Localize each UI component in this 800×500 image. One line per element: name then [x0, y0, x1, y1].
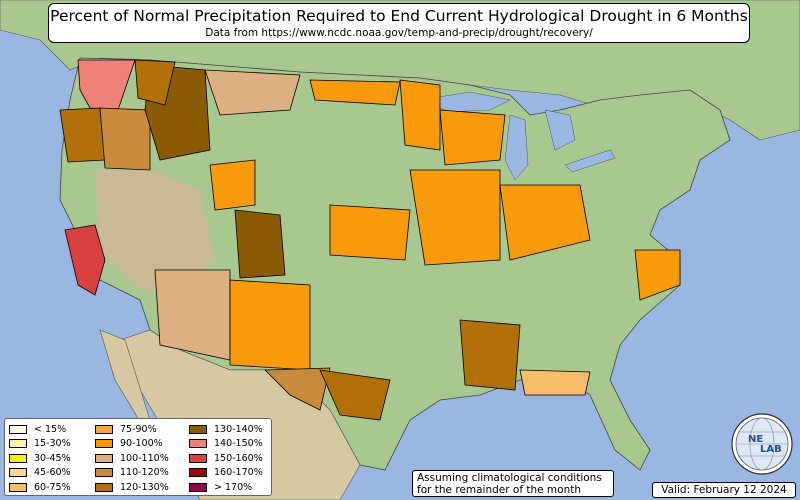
- legend-item: 90-100%: [95, 437, 169, 452]
- legend-label: 100-110%: [120, 452, 169, 464]
- region-gulf-coast: [519, 369, 591, 396]
- legend-label: 90-100%: [120, 438, 163, 450]
- legend-swatch: [189, 453, 207, 463]
- legend-swatch: [9, 468, 27, 478]
- region-nebraska-kansas: [329, 204, 411, 261]
- legend-item: < 15%: [9, 422, 71, 437]
- region-wisconsin: [439, 109, 506, 166]
- region-texas-west: [264, 367, 331, 411]
- legend-item: 30-45%: [9, 451, 71, 466]
- region-montana-west: [134, 59, 176, 106]
- legend-label: 140-150%: [214, 438, 263, 450]
- lake-huron: [544, 109, 576, 151]
- assumption-note-line-2: for the remainder of the month: [417, 484, 582, 496]
- legend-item: 100-110%: [95, 451, 169, 466]
- map-subtitle: Data from https://www.ncdc.noaa.gov/temp…: [205, 27, 593, 39]
- legend-item: 60-75%: [9, 480, 71, 495]
- legend-item: 45-60%: [9, 466, 71, 481]
- legend-item: 130-140%: [189, 422, 263, 437]
- legend-swatch: [189, 468, 207, 478]
- legend-item: 150-160%: [189, 451, 263, 466]
- region-oregon-central: [99, 107, 151, 171]
- legend-label: 30-45%: [34, 452, 71, 464]
- legend-label: 60-75%: [34, 481, 71, 493]
- legend-swatch: [95, 482, 113, 492]
- legend-column-1: < 15% 15-30% 30-45% 45-60% 60-75%: [9, 422, 71, 495]
- legend-swatch: [189, 439, 207, 449]
- legend-swatch: [189, 482, 207, 492]
- region-lower-mississippi: [459, 319, 521, 391]
- legend-swatch: [95, 453, 113, 463]
- legend-label: 15-30%: [34, 438, 71, 450]
- region-new-mexico: [229, 279, 311, 371]
- legend-swatch: [9, 482, 27, 492]
- legend-label: > 170%: [214, 481, 253, 493]
- legend-label: 160-170%: [214, 467, 263, 479]
- legend-swatch: [9, 453, 27, 463]
- region-california-central: [64, 224, 106, 296]
- region-north-dakota: [309, 79, 401, 106]
- legend-label: 130-140%: [214, 423, 263, 435]
- legend-swatch: [9, 439, 27, 449]
- region-wyoming-west: [209, 159, 256, 211]
- legend-item: 15-30%: [9, 437, 71, 452]
- assumption-note-line-1: Assuming climatological conditions: [417, 472, 602, 484]
- map-title: Percent of Normal Precipitation Required…: [50, 7, 748, 25]
- legend-label: 75-90%: [120, 423, 157, 435]
- region-montana-east: [204, 69, 301, 116]
- legend-item: 160-170%: [189, 466, 263, 481]
- region-oregon-west: [59, 107, 106, 163]
- legend-item: 140-150%: [189, 437, 263, 452]
- title-box: Percent of Normal Precipitation Required…: [48, 3, 750, 43]
- legend-label: 150-160%: [214, 452, 263, 464]
- legend-item: 75-90%: [95, 422, 169, 437]
- logo-text-2: LAB: [760, 444, 782, 455]
- lake-erie: [564, 149, 616, 173]
- legend-item: 120-130%: [95, 480, 169, 495]
- legend-label: 45-60%: [34, 467, 71, 479]
- legend-swatch: [189, 424, 207, 434]
- region-north-carolina: [634, 249, 681, 301]
- legend-column-3: 130-140% 140-150% 150-160% 160-170% > 17…: [189, 422, 263, 495]
- legend-swatch: [95, 439, 113, 449]
- legend-swatch: [95, 424, 113, 434]
- assumption-note: Assuming climatological conditions for t…: [412, 470, 614, 497]
- region-utah-east: [234, 209, 286, 279]
- nexlab-globe-logo: NE LAB: [731, 413, 793, 475]
- region-iowa-missouri: [409, 169, 501, 266]
- logo-text-1: NE: [748, 434, 763, 445]
- legend-swatch: [9, 424, 27, 434]
- legend: < 15% 15-30% 30-45% 45-60% 60-75% 75-90%…: [4, 418, 272, 496]
- legend-column-2: 75-90% 90-100% 100-110% 110-120% 120-130…: [95, 422, 169, 495]
- legend-label: < 15%: [34, 423, 67, 435]
- region-ohio-valley: [499, 184, 591, 261]
- region-arizona: [154, 269, 231, 361]
- legend-swatch: [95, 468, 113, 478]
- valid-date-label: Valid: February 12 2024: [652, 482, 796, 498]
- region-texas-central: [319, 369, 391, 421]
- legend-label: 120-130%: [120, 481, 169, 493]
- legend-item: 110-120%: [95, 466, 169, 481]
- region-minnesota: [399, 79, 441, 151]
- legend-item: > 170%: [189, 480, 263, 495]
- drought-regions: [59, 59, 681, 421]
- legend-label: 110-120%: [120, 467, 169, 479]
- lake-michigan: [504, 114, 529, 181]
- great-basin: [95, 170, 215, 290]
